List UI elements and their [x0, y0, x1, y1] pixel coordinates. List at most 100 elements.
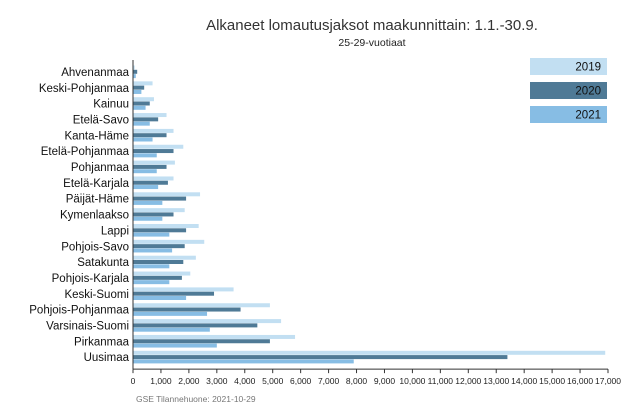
category-label-kanta-hame: Kanta-Häme [64, 130, 129, 142]
category-label-etela-karjala: Etelä-Karjala [63, 178, 129, 190]
legend-swatch-2021 [530, 106, 607, 123]
bar-keski-pohjanmaa-2021 [133, 89, 142, 94]
bar-etela-karjala-2020 [133, 180, 168, 185]
bar-pohjois-karjala-2019 [133, 271, 191, 276]
bar-etela-karjala-2019 [133, 176, 174, 181]
category-label-keski-pohjanmaa: Keski-Pohjanmaa [39, 83, 130, 95]
bar-varsinais-suomi-2021 [133, 327, 210, 332]
bar-pirkanmaa-2021 [133, 343, 217, 348]
legend-label-2020: 2020 [575, 86, 601, 98]
x-tick-label: 9,000 [374, 376, 396, 386]
bar-kainuu-2020 [133, 101, 150, 106]
bar-satakunta-2020 [133, 260, 184, 264]
category-label-varsinais-suomi: Varsinais-Suomi [46, 321, 129, 333]
bar-ahvenanmaa-2020 [133, 69, 138, 74]
category-label-ahvenanmaa: Ahvenanmaa [61, 67, 129, 79]
bar-etela-karjala-2021 [133, 185, 159, 190]
category-label-lappi: Lappi [101, 225, 129, 237]
category-label-uusimaa: Uusimaa [84, 352, 130, 364]
x-axis: 0 1,000 2,000 3,000 4,000 5,000 6,000 7,000 8,00… [131, 60, 621, 386]
chart-title: Alkaneet lomautusjaksot maakunnittain: 1… [206, 17, 538, 34]
category-label-etela-savo: Etelä-Savo [73, 114, 129, 126]
bar-uusimaa-2020 [133, 355, 508, 360]
bar-kymenlaakso-2019 [133, 208, 185, 213]
x-tick-label: 7,000 [318, 376, 340, 386]
legend: 2019 2020 2021 [530, 58, 607, 123]
x-tick-label: 3,000 [206, 376, 228, 386]
bar-lappi-2021 [133, 232, 170, 237]
x-tick-label: 12,000 [455, 376, 481, 386]
category-label-etela-pohjanmaa: Etelä-Pohjanmaa [41, 146, 130, 158]
bar-satakunta-2021 [133, 264, 170, 269]
category-label-pohjois-savo: Pohjois-Savo [61, 241, 129, 253]
bar-kainuu-2021 [133, 105, 146, 110]
x-tick-label: 15,000 [539, 376, 565, 386]
category-labels: Ahvenanmaa Keski-Pohjanmaa Kainuu Etelä-Sav… [29, 67, 129, 364]
source-note: GSE Tilannehuone: 2021-10-29 [136, 394, 256, 404]
bar-pohjois-pohjanmaa-2021 [133, 311, 208, 316]
bar-varsinais-suomi-2019 [133, 319, 282, 324]
bar-paijat-hame-2021 [133, 200, 163, 205]
bar-keski-pohjanmaa-2020 [133, 85, 145, 90]
x-tick-label: 11,000 [428, 376, 454, 386]
x-tick-label: 0 [131, 376, 136, 386]
bar-kymenlaakso-2021 [133, 216, 163, 221]
bars-group [133, 65, 606, 364]
bar-pirkanmaa-2020 [133, 339, 270, 344]
bar-pohjois-pohjanmaa-2019 [133, 303, 270, 308]
category-label-pohjois-pohjanmaa: Pohjois-Pohjanmaa [29, 305, 129, 317]
bar-keski-pohjanmaa-2019 [133, 81, 153, 86]
bar-paijat-hame-2020 [133, 196, 187, 201]
bar-varsinais-suomi-2020 [133, 323, 258, 328]
bar-uusimaa-2021 [133, 359, 354, 364]
legend-label-2019: 2019 [575, 62, 601, 74]
x-tick-label: 16,000 [567, 376, 593, 386]
bar-etela-pohjanmaa-2019 [133, 144, 184, 149]
bar-pohjanmaa-2020 [133, 164, 167, 169]
bar-etela-pohjanmaa-2021 [133, 153, 157, 158]
x-tick-label: 2,000 [178, 376, 200, 386]
bar-pohjanmaa-2019 [133, 160, 175, 165]
bar-paijat-hame-2019 [133, 192, 201, 197]
bar-pohjois-pohjanmaa-2020 [133, 307, 241, 312]
bar-pohjois-karjala-2020 [133, 275, 182, 280]
category-label-satakunta: Satakunta [77, 257, 129, 269]
bar-pohjois-karjala-2021 [133, 280, 170, 285]
category-label-pohjois-karjala: Pohjois-Karjala [52, 273, 130, 285]
category-label-paijat-hame: Päijät-Häme [66, 194, 129, 206]
legend-swatch-2020 [530, 82, 607, 99]
bar-pohjois-savo-2019 [133, 239, 205, 244]
bar-ahvenanmaa-2019 [133, 65, 135, 70]
x-tick-label: 4,000 [234, 376, 256, 386]
chart-subtitle: 25-29-vuotiaat [338, 37, 405, 49]
bar-pohjois-savo-2021 [133, 248, 173, 253]
bar-lappi-2020 [133, 228, 187, 233]
category-label-keski-suomi: Keski-Suomi [64, 289, 129, 301]
x-tick-label: 10,000 [399, 376, 425, 386]
bar-kymenlaakso-2020 [133, 212, 174, 217]
category-label-pohjanmaa: Pohjanmaa [71, 162, 130, 174]
bar-kanta-hame-2019 [133, 128, 174, 133]
bar-etela-pohjanmaa-2020 [133, 149, 174, 154]
x-tick-label: 14,000 [511, 376, 537, 386]
bar-satakunta-2019 [133, 255, 196, 260]
bar-etela-savo-2019 [133, 113, 167, 118]
bar-uusimaa-2019 [133, 350, 606, 355]
category-label-kymenlaakso: Kymenlaakso [60, 210, 129, 222]
bar-ahvenanmaa-2021 [133, 74, 136, 79]
legend-swatch-2019 [530, 58, 607, 75]
bar-lappi-2019 [133, 224, 199, 228]
x-tick-label: 17,000 [595, 376, 621, 386]
bar-pohjanmaa-2021 [133, 169, 157, 174]
bar-etela-savo-2021 [133, 121, 150, 126]
bar-kainuu-2019 [133, 97, 154, 102]
x-tick-label: 6,000 [290, 376, 312, 386]
x-tick-label: 13,000 [483, 376, 509, 386]
bar-keski-suomi-2021 [133, 296, 187, 300]
x-tick-label: 8,000 [346, 376, 368, 386]
legend-label-2021: 2021 [575, 110, 601, 122]
bar-kanta-hame-2020 [133, 133, 167, 138]
bar-pirkanmaa-2019 [133, 334, 296, 339]
x-tick-label: 1,000 [150, 376, 172, 386]
